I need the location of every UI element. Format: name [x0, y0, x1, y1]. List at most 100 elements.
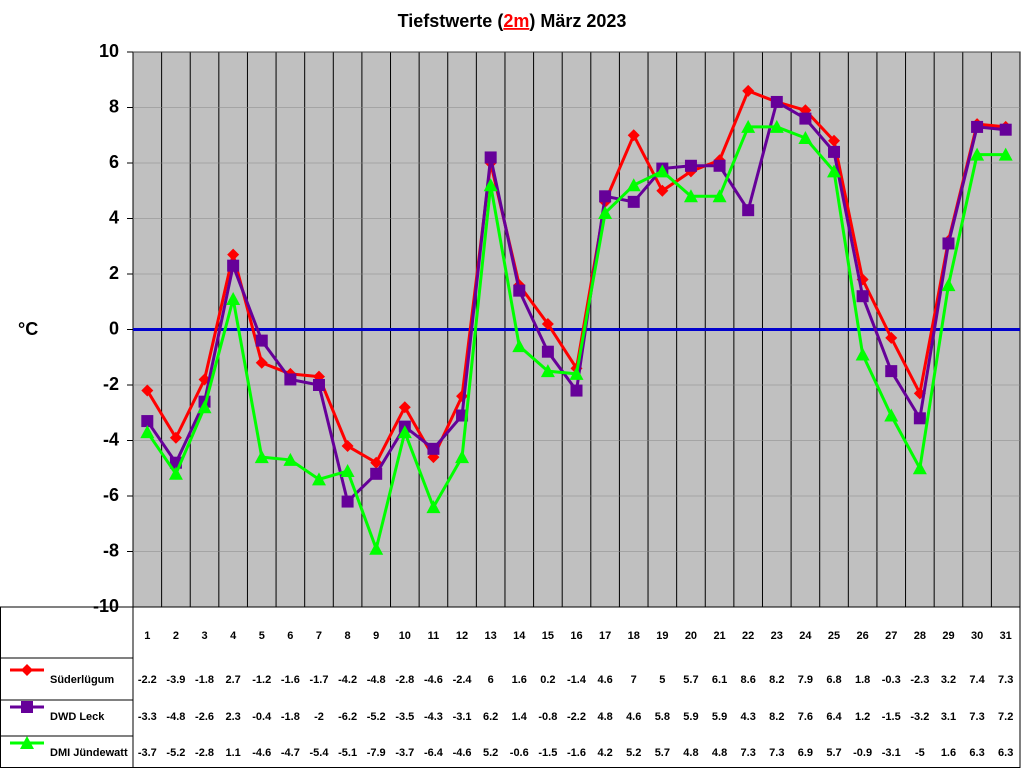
- data-point: [312, 379, 325, 391]
- table-value: -4.2: [338, 674, 357, 686]
- data-point: [570, 384, 583, 397]
- data-point: [141, 415, 154, 428]
- x-tick-label: 5: [259, 630, 265, 642]
- data-point: [513, 284, 526, 297]
- table-value: 1.4: [512, 711, 528, 723]
- table-value: -1.6: [567, 747, 586, 759]
- y-tick-label: -10: [93, 596, 119, 616]
- x-tick-label: 16: [570, 630, 582, 642]
- table-value: 5.2: [483, 747, 498, 759]
- chart-title: Tiefstwerte (2m) März 2023: [398, 11, 627, 31]
- table-value: 7: [631, 674, 637, 686]
- data-point: [598, 205, 613, 219]
- table-value: -3.1: [882, 747, 901, 759]
- table-value: -0.3: [882, 674, 901, 686]
- data-point: [999, 123, 1012, 136]
- data-point: [140, 425, 155, 439]
- data-point: [197, 400, 212, 414]
- table-value: -2.8: [395, 674, 414, 686]
- data-point: [599, 190, 612, 203]
- table-value: 6.1: [712, 674, 727, 686]
- table-value: -3.7: [395, 747, 414, 759]
- table-value: 6: [488, 674, 494, 686]
- table-value: -5: [915, 747, 925, 759]
- table-value: 5.7: [655, 747, 670, 759]
- table-value: 2.3: [225, 711, 240, 723]
- y-tick-label: 8: [109, 96, 119, 116]
- table-value: -2.4: [453, 674, 473, 686]
- data-point: [512, 339, 527, 353]
- x-tick-label: 28: [914, 630, 926, 642]
- table-value: -1.7: [309, 674, 328, 686]
- table-value: -0.8: [538, 711, 557, 723]
- x-tick-label: 17: [599, 630, 611, 642]
- data-point: [427, 442, 440, 455]
- table-value: 7.4: [969, 674, 985, 686]
- x-tick-label: 4: [230, 630, 237, 642]
- data-point: [683, 189, 698, 203]
- table-value: -4.8: [367, 674, 386, 686]
- table-value: -3.7: [138, 747, 157, 759]
- data-point: [370, 467, 383, 480]
- data-point: [827, 164, 842, 178]
- data-point: [741, 119, 756, 133]
- y-tick-label: 10: [99, 41, 119, 61]
- table-value: 1.6: [941, 747, 956, 759]
- table-value: 1.1: [225, 747, 240, 759]
- table-value: -5.2: [166, 747, 185, 759]
- legend-marker: [20, 736, 34, 749]
- x-tick-label: 11: [428, 630, 440, 642]
- y-tick-label: 6: [109, 152, 119, 172]
- data-point: [283, 452, 298, 466]
- table-value: 4.2: [597, 747, 612, 759]
- data-point: [942, 237, 955, 250]
- table-value: 5.7: [683, 674, 698, 686]
- x-tick-label: 21: [713, 630, 725, 642]
- x-tick-label: 1: [144, 630, 150, 642]
- data-point: [742, 204, 755, 217]
- table-value: 5.7: [826, 747, 841, 759]
- data-point: [742, 84, 755, 97]
- data-point: [712, 189, 727, 203]
- table-value: 1.2: [855, 711, 870, 723]
- table-value: 4.6: [597, 674, 612, 686]
- table-value: -5.2: [367, 711, 386, 723]
- x-tick-label: 18: [628, 630, 640, 642]
- data-point: [255, 334, 268, 347]
- legend-marker: [21, 701, 33, 713]
- table-value: 4.8: [712, 747, 727, 759]
- data-point: [311, 472, 326, 486]
- table-value: -3.2: [910, 711, 929, 723]
- x-tick-label: 29: [942, 630, 954, 642]
- table-value: 6.9: [798, 747, 813, 759]
- data-point: [656, 184, 669, 197]
- table-value: -3.3: [138, 711, 157, 723]
- data-point: [885, 365, 898, 378]
- table-value: -0.4: [252, 711, 272, 723]
- table-value: 5.8: [655, 711, 670, 723]
- y-tick-label: 2: [109, 263, 119, 283]
- x-tick-label: 14: [513, 630, 526, 642]
- table-value: 4.3: [741, 711, 756, 723]
- table-value: -3.9: [166, 674, 185, 686]
- data-point: [626, 178, 641, 192]
- table-value: -1.2: [252, 674, 271, 686]
- data-point: [141, 384, 154, 397]
- table-value: 5.9: [712, 711, 727, 723]
- data-point: [913, 412, 926, 425]
- data-point: [284, 373, 297, 386]
- data-point: [856, 290, 869, 303]
- table-value: -4.6: [252, 747, 271, 759]
- x-tick-label: 15: [542, 630, 554, 642]
- data-point: [912, 461, 927, 475]
- table-value: -2.2: [567, 711, 586, 723]
- table-value: -0.9: [853, 747, 872, 759]
- table-value: 6.3: [998, 747, 1013, 759]
- table-value: 7.3: [969, 711, 984, 723]
- table-value: -4.8: [166, 711, 185, 723]
- table-value: -5.4: [309, 747, 329, 759]
- x-tick-label: 6: [287, 630, 293, 642]
- table-value: 1.8: [855, 674, 870, 686]
- x-tick-label: 7: [316, 630, 322, 642]
